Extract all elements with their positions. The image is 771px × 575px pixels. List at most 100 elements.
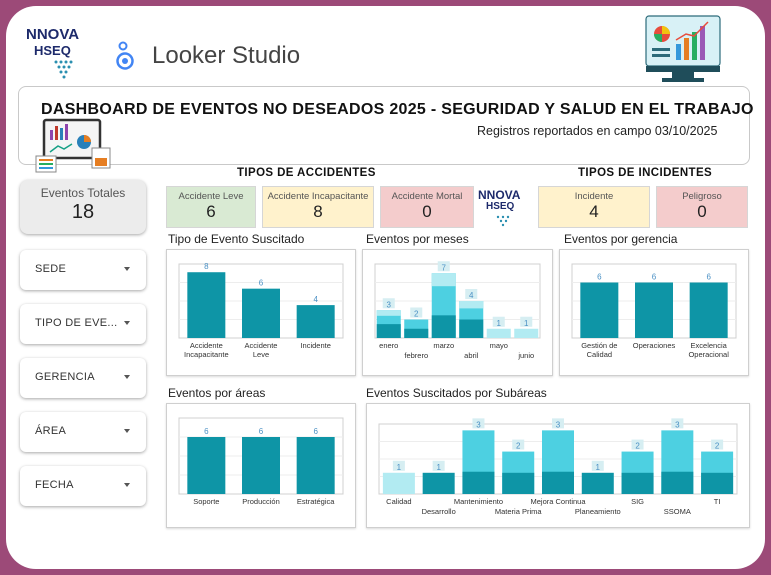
- bar-segment: [542, 471, 574, 494]
- data-label: 6: [259, 279, 264, 288]
- filter-tipo-evento[interactable]: TIPO DE EVE...: [20, 304, 146, 344]
- kpi-label: Accidente Leve: [178, 191, 244, 202]
- chart-title-meses: Eventos por meses: [366, 232, 469, 246]
- filter-sede[interactable]: SEDE: [20, 250, 146, 290]
- category-label: Leve: [253, 350, 269, 359]
- data-label-bg: [432, 460, 445, 471]
- data-label: 1: [524, 319, 529, 328]
- filter-label: SEDE: [35, 263, 67, 275]
- data-label: 3: [476, 420, 481, 429]
- category-label: abril: [464, 351, 479, 360]
- filter-fecha[interactable]: FECHA: [20, 466, 146, 506]
- chart-subareas: 1 Calidad 1 Desarrollo 3 Mantenimiento 2 Materi…: [366, 403, 750, 528]
- data-label: 3: [675, 420, 680, 429]
- data-label: 6: [706, 273, 711, 282]
- bar-segment: [404, 328, 429, 338]
- category-label: Materia Prima: [495, 507, 543, 516]
- category-label: TI: [714, 497, 721, 506]
- data-label: 6: [204, 427, 209, 436]
- data-label: 7: [442, 263, 447, 272]
- kpi-value: 4: [589, 202, 599, 221]
- page-title: DASHBOARD DE EVENTOS NO DESEADOS 2025 - …: [41, 101, 754, 118]
- kpi-accidente-leve: Accidente Leve 6: [166, 186, 256, 228]
- chart-title-areas: Eventos por áreas: [168, 386, 266, 400]
- category-label: marzo: [433, 341, 454, 350]
- bar: [296, 305, 335, 338]
- category-label: Incidente: [300, 341, 330, 350]
- category-label: Soporte: [193, 497, 219, 506]
- category-label: Mantenimiento: [454, 497, 503, 506]
- kpi-label: Peligroso: [682, 191, 722, 202]
- data-label: 4: [313, 295, 318, 304]
- chart-title-gerencia: Eventos por gerencia: [564, 232, 678, 246]
- data-label: 6: [597, 273, 602, 282]
- chart-gerencia: 6 Gestión de Calidad 6 Operaciones 6 Excelenci…: [559, 249, 749, 376]
- data-label: 1: [596, 463, 601, 472]
- data-label: 2: [715, 442, 720, 451]
- filter-gerencia[interactable]: GERENCIA: [20, 358, 146, 398]
- bar: [382, 472, 415, 494]
- chevron-down-icon: [124, 429, 130, 433]
- data-label: 2: [635, 442, 640, 451]
- data-label: 6: [313, 427, 318, 436]
- data-label-bg: [671, 418, 684, 429]
- category-label: Estratégica: [297, 497, 335, 506]
- logo-dots-icon: [54, 60, 73, 79]
- chart-tipo-evento: 8 Accidente Incapacitante 6 Accidente Leve 4 In…: [166, 249, 356, 376]
- nnova-logo-small: NNOVA HSEQ: [476, 188, 536, 232]
- filter-label: GERENCIA: [35, 371, 95, 383]
- logo-line2: HSEQ: [34, 43, 71, 58]
- kpi-accidente-incapacitante: Accidente Incapacitante 8: [262, 186, 374, 228]
- chart-meses: 3 enero 2 febrero 7 marzo 4 abril 1 mayo 1 junio: [362, 249, 553, 376]
- kpi-value: 6: [206, 202, 216, 221]
- category-label: Operaciones: [633, 341, 676, 350]
- data-label: 3: [556, 420, 561, 429]
- data-label-bg: [382, 298, 395, 309]
- bar: [422, 472, 455, 494]
- bar: [581, 472, 614, 494]
- filter-label: FECHA: [35, 479, 74, 491]
- data-label-bg: [410, 307, 423, 318]
- data-label: 8: [204, 262, 209, 271]
- bar-segment: [661, 471, 694, 494]
- category-label: Producción: [242, 497, 280, 506]
- bar: [486, 328, 511, 338]
- data-label: 6: [259, 427, 264, 436]
- bar-segment: [376, 324, 401, 338]
- chart-areas: 6 Soporte 6 Producción 6 Estratégica: [166, 403, 356, 528]
- bar-segment: [459, 301, 484, 309]
- chevron-down-icon: [124, 375, 130, 379]
- header-panel: DASHBOARD DE EVENTOS NO DESEADOS 2025 - …: [18, 86, 753, 165]
- bar: [187, 437, 226, 494]
- category-label: Gestión de: [581, 341, 617, 350]
- kpi-label: Accidente Incapacitante: [267, 191, 369, 202]
- data-label-bg: [591, 460, 604, 471]
- category-label: enero: [379, 341, 398, 350]
- kpi-label: Incidente: [574, 191, 614, 202]
- kpi-value: 0: [697, 202, 707, 221]
- total-events-value: 18: [71, 201, 95, 223]
- chart-svg: 8AccidenteIncapacitante6AccidenteLeve4In…: [178, 262, 344, 359]
- filter-label: TIPO DE EVE...: [35, 317, 118, 329]
- data-label: 2: [516, 442, 521, 451]
- bar-segment: [431, 315, 456, 338]
- category-label: Desarrollo: [422, 507, 456, 516]
- data-label: 4: [469, 291, 474, 300]
- chevron-down-icon: [124, 483, 130, 487]
- data-label: 3: [387, 300, 392, 309]
- category-label: Accidente: [190, 341, 223, 350]
- kpi-value: 0: [422, 202, 432, 221]
- chart-title-tipo-evento: Tipo de Evento Suscitado: [168, 232, 305, 246]
- filter-area[interactable]: ÁREA: [20, 412, 146, 452]
- bar-segment: [502, 472, 535, 494]
- bar-segment: [621, 472, 654, 494]
- dashboard-frame: NNOVA HSEQ Looker Studio: [6, 6, 765, 569]
- bar: [242, 288, 280, 338]
- category-label: Calidad: [386, 497, 411, 506]
- kpi-value: 8: [313, 202, 323, 221]
- kpi-incidente: Incidente 4: [538, 186, 650, 228]
- bar-segment: [701, 472, 734, 494]
- category-label: Calidad: [587, 350, 612, 359]
- logo-dots-icon: [496, 215, 510, 227]
- app-name: Looker Studio: [152, 42, 301, 69]
